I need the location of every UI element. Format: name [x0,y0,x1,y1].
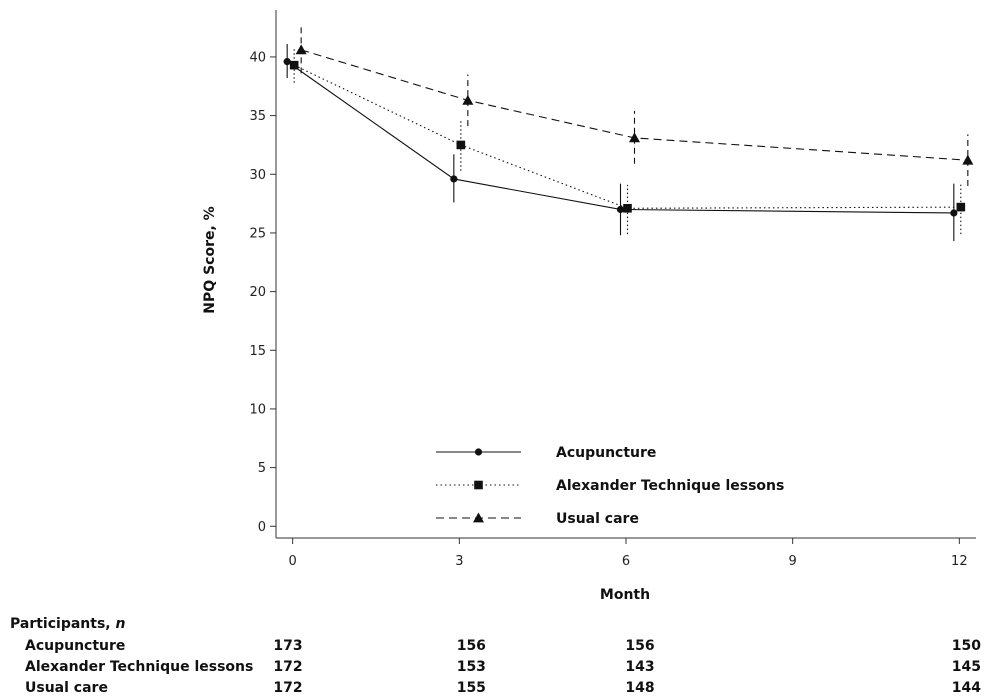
y-tick-label: 35 [249,109,266,124]
participants-row-label: Acupuncture [25,638,125,654]
x-tick-label: 12 [951,554,968,569]
data-point [950,209,958,217]
data-point [289,60,299,70]
x-tick-label: 0 [289,554,297,569]
legend-label: Acupuncture [556,445,656,461]
x-axis-title: Month [600,587,650,603]
participants-count: 173 [273,638,302,654]
participants-count: 172 [273,659,302,675]
series-alexander-technique-lessons [289,47,966,235]
y-tick-label: 15 [249,344,266,359]
series-line [301,49,968,161]
participants-title-text: Participants, [10,616,115,632]
participants-row-label: Alexander Technique lessons [25,659,253,675]
participants-count: 156 [625,638,654,654]
legend-marker [474,448,483,456]
y-tick-label: 25 [249,226,266,241]
series-line [286,61,954,214]
chart-legend: Acupuncture Alexander Technique lessons Us… [436,445,784,527]
y-tick-label: 30 [249,168,266,183]
data-point [295,44,307,55]
participants-count: 155 [457,680,486,696]
participants-table-title: Participants, n [10,616,125,632]
chart-series [283,26,974,242]
participants-count: 153 [457,659,486,675]
data-point [462,94,474,105]
series-usual-care [295,26,974,186]
participants-title-italic: n [115,616,125,632]
x-tick-label: 3 [455,554,463,569]
participants-count: 156 [457,638,486,654]
x-tick-label: 9 [789,554,797,569]
data-point [962,154,974,165]
y-axis-title: NPQ Score, % [202,206,218,313]
x-tick-label: 6 [622,554,630,569]
participants-count: 150 [952,638,981,654]
data-point [616,205,625,214]
participants-count: 144 [952,680,981,696]
participants-row-label: Usual care [25,680,108,696]
series-acupuncture [283,44,958,242]
participants-count: 172 [273,680,302,696]
participants-count: 145 [952,659,981,675]
data-point [283,58,291,66]
legend-label: Usual care [556,511,639,527]
y-tick-label: 5 [258,461,266,476]
legend-marker [473,512,484,523]
legend-label: Alexander Technique lessons [556,478,784,494]
participants-count: 148 [625,680,654,696]
participants-count: 143 [625,659,654,675]
y-tick-label: 10 [249,402,266,417]
y-tick-label: 20 [249,285,266,300]
y-tick-label: 0 [258,520,266,535]
legend-marker [474,480,483,490]
chart-axes: 0 5 10 15 20 25 30 35 40 0 3 6 9 12 [249,10,976,569]
data-point [623,203,632,213]
participants-table: Participants, n Acupuncture 173 156 156 150 A… [10,616,981,696]
data-point [456,140,466,150]
data-point [956,202,966,212]
data-point [450,175,458,183]
y-tick-label: 40 [249,50,266,65]
data-point [629,132,640,143]
